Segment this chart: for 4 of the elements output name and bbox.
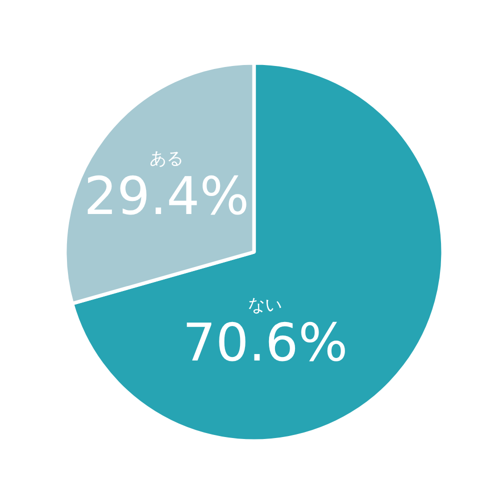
- data-label: 29.4%: [84, 166, 250, 227]
- slice-label: ある: [150, 148, 184, 169]
- data-label: 70.6%: [182, 313, 348, 374]
- slice-label: ない: [248, 295, 282, 316]
